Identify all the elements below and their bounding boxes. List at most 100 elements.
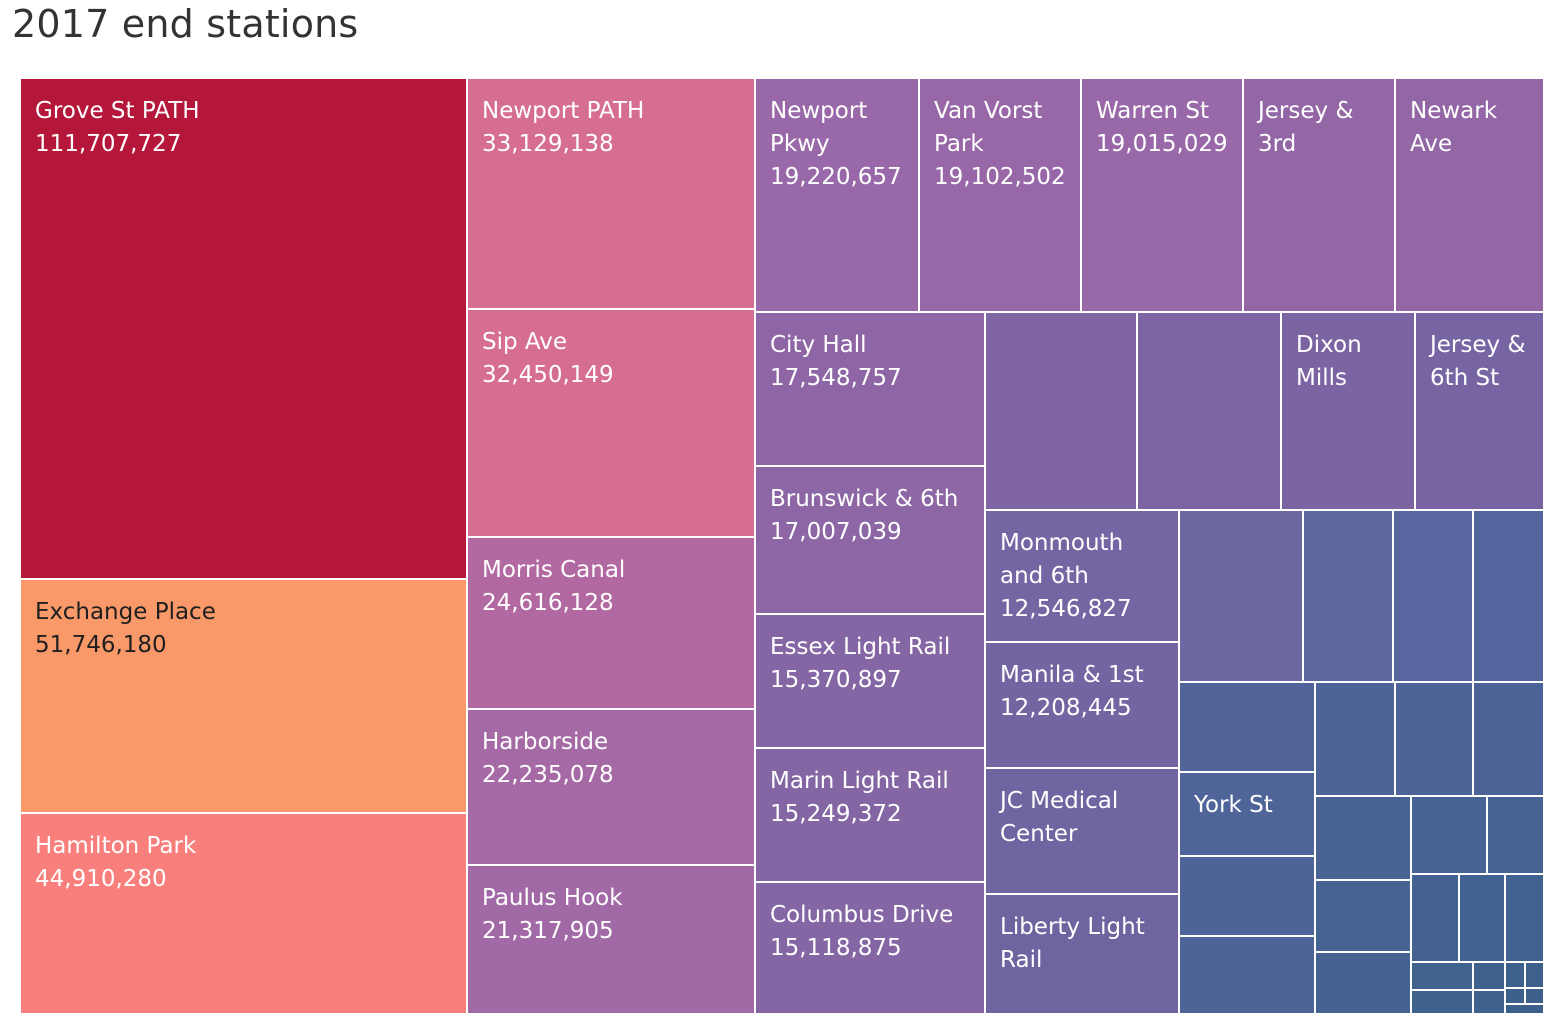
- treemap-rect-unlabeled-31: [1178, 681, 1316, 773]
- cell-value-paulus-hook: 21,317,905: [482, 918, 614, 944]
- treemap-rect-marin-light-rail: [754, 747, 986, 883]
- treemap-rect-unlabeled-35: [1178, 855, 1316, 937]
- treemap-cell-unlabeled-34: [1472, 681, 1545, 797]
- treemap-cell-unlabeled-48: [1472, 989, 1506, 1015]
- treemap-rect-unlabeled-45: [1410, 961, 1474, 991]
- treemap-rect-unlabeled-44: [1504, 873, 1545, 963]
- treemap-cell-unlabeled-33: [1394, 681, 1474, 797]
- cell-value-manila-and-1st: 12,208,445: [1000, 695, 1132, 721]
- cell-label-sip-ave: Sip Ave: [482, 329, 567, 355]
- cell-value-exchange-place: 51,746,180: [35, 632, 167, 658]
- treemap-cell-hamilton-park: Hamilton Park 44,910,280: [19, 812, 468, 1015]
- treemap-rect-newark-ave: [1394, 77, 1545, 313]
- treemap-cell-essex-light-rail: Essex Light Rail 15,370,897: [754, 613, 986, 749]
- cell-label-jersey-and-3rd: Jersey & 3rd: [1256, 98, 1353, 157]
- treemap-cell-harborside: Harborside 22,235,078: [466, 708, 756, 866]
- treemap-rect-unlabeled-50: [1524, 961, 1545, 989]
- treemap-cell-warren-st: Warren St 19,015,029: [1080, 77, 1244, 313]
- treemap-cell-liberty-light-rail: Liberty Light Rail: [984, 893, 1180, 1015]
- treemap-rect-van-vorst-park: [918, 77, 1082, 313]
- cell-value-essex-light-rail: 15,370,897: [770, 667, 902, 693]
- treemap-rect-unlabeled-51: [1504, 987, 1526, 1005]
- cell-label-newport-path: Newport PATH: [482, 98, 644, 124]
- treemap-cell-york-st: York St: [1178, 771, 1316, 857]
- treemap-rect-unlabeled-36: [1178, 935, 1316, 1015]
- treemap-cell-unlabeled-19: [1136, 311, 1282, 511]
- treemap-cell-unlabeled-27: [1178, 509, 1304, 683]
- treemap-rect-unlabeled-53: [1504, 1003, 1545, 1015]
- treemap-cell-unlabeled-52: [1524, 987, 1545, 1005]
- treemap-rect-newport-pkwy: [754, 77, 920, 313]
- treemap-cell-unlabeled-38: [1410, 795, 1488, 875]
- cell-label-van-vorst-park: Van Vorst Park: [934, 98, 1042, 157]
- treemap-cell-newport-pkwy: Newport Pkwy 19,220,657: [754, 77, 920, 313]
- cell-label-york-st: York St: [1193, 792, 1273, 818]
- treemap-cell-monmouth-and-6th: Monmouth and 6th 12,546,827: [984, 509, 1180, 643]
- cell-value-newport-pkwy: 19,220,657: [770, 164, 902, 190]
- cell-label-dixon-mills: Dixon Mills: [1296, 332, 1362, 391]
- treemap-cell-brunswick-and-6th: Brunswick & 6th 17,007,039: [754, 465, 986, 615]
- cell-value-marin-light-rail: 15,249,372: [770, 801, 902, 827]
- treemap-rect-essex-light-rail: [754, 613, 986, 749]
- treemap-cell-jc-medical-center: JC Medical Center: [984, 767, 1180, 895]
- treemap-cell-unlabeled-46: [1410, 989, 1474, 1015]
- treemap-rect-unlabeled-39: [1486, 795, 1545, 875]
- treemap-rect-manila-and-1st: [984, 641, 1180, 769]
- treemap-rect-paulus-hook: [466, 864, 756, 1015]
- treemap-cell-unlabeled-45: [1410, 961, 1474, 991]
- cell-value-newport-path: 33,129,138: [482, 131, 614, 157]
- cell-label-monmouth-and-6th: Monmouth and 6th: [1000, 530, 1123, 589]
- treemap-rect-unlabeled-46: [1410, 989, 1474, 1015]
- treemap-rect-unlabeled-27: [1178, 509, 1304, 683]
- treemap-cell-grove-st-path: Grove St PATH 111,707,727: [19, 77, 468, 580]
- treemap-rect-unlabeled-33: [1394, 681, 1474, 797]
- treemap-cell-morris-canal: Morris Canal 24,616,128: [466, 536, 756, 710]
- treemap-rect-unlabeled-47: [1472, 961, 1506, 991]
- treemap-cell-unlabeled-31: [1178, 681, 1316, 773]
- treemap-rect-unlabeled-48: [1472, 989, 1506, 1015]
- treemap-cell-unlabeled-18: [984, 311, 1138, 511]
- treemap-cell-van-vorst-park: Van Vorst Park 19,102,502: [918, 77, 1082, 313]
- cell-label-marin-light-rail: Marin Light Rail: [770, 768, 949, 794]
- treemap-cell-unlabeled-51: [1504, 987, 1526, 1005]
- treemap-cell-unlabeled-41: [1314, 951, 1412, 1015]
- treemap-cell-unlabeled-43: [1458, 873, 1506, 963]
- treemap-rect-unlabeled-38: [1410, 795, 1488, 875]
- cell-label-manila-and-1st: Manila & 1st: [1000, 662, 1144, 688]
- treemap-rect-unlabeled-30: [1472, 509, 1545, 683]
- cell-label-newark-ave: Newark Ave: [1410, 98, 1498, 157]
- treemap-rect-warren-st: [1080, 77, 1244, 313]
- treemap-cell-unlabeled-53: [1504, 1003, 1545, 1015]
- treemap-rect-exchange-place: [19, 578, 468, 814]
- cell-label-liberty-light-rail: Liberty Light Rail: [1000, 914, 1145, 973]
- treemap-cell-unlabeled-49: [1504, 961, 1526, 989]
- treemap-rect-hamilton-park: [19, 812, 468, 1015]
- treemap-cell-unlabeled-40: [1314, 879, 1412, 953]
- treemap-cell-paulus-hook: Paulus Hook 21,317,905: [466, 864, 756, 1015]
- treemap-rect-harborside: [466, 708, 756, 866]
- treemap-rect-unlabeled-43: [1458, 873, 1506, 963]
- treemap-rect-unlabeled-41: [1314, 951, 1412, 1015]
- cell-label-warren-st: Warren St: [1096, 98, 1209, 124]
- treemap-cell-unlabeled-35: [1178, 855, 1316, 937]
- treemap-rect-newport-path: [466, 77, 756, 310]
- treemap-cell-city-hall: City Hall 17,548,757: [754, 311, 986, 467]
- cell-value-harborside: 22,235,078: [482, 762, 614, 788]
- cell-label-morris-canal: Morris Canal: [482, 557, 625, 583]
- treemap-cell-newark-ave: Newark Ave: [1394, 77, 1545, 313]
- cell-value-grove-st-path: 111,707,727: [35, 131, 181, 157]
- treemap-rect-jc-medical-center: [984, 767, 1180, 895]
- cell-label-exchange-place: Exchange Place: [35, 599, 216, 625]
- cell-value-city-hall: 17,548,757: [770, 365, 902, 391]
- treemap-cell-unlabeled-29: [1392, 509, 1474, 683]
- treemap-cell-marin-light-rail: Marin Light Rail 15,249,372: [754, 747, 986, 883]
- cell-value-hamilton-park: 44,910,280: [35, 866, 167, 892]
- treemap-cell-unlabeled-39: [1486, 795, 1545, 875]
- cell-value-morris-canal: 24,616,128: [482, 590, 614, 616]
- treemap-rect-jersey-and-3rd: [1242, 77, 1396, 313]
- treemap-rect-unlabeled-42: [1410, 873, 1460, 963]
- treemap-cell-unlabeled-50: [1524, 961, 1545, 989]
- treemap-cell-columbus-drive: Columbus Drive 15,118,875: [754, 881, 986, 1015]
- cell-value-monmouth-and-6th: 12,546,827: [1000, 596, 1132, 622]
